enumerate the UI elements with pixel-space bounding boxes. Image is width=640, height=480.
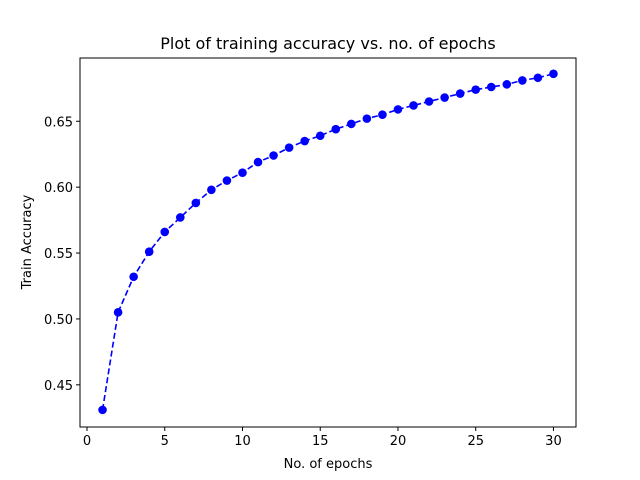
data-point	[549, 69, 558, 79]
x-axis-label: No. of epochs	[284, 457, 373, 472]
x-tick-label: 20	[390, 434, 407, 449]
data-point	[207, 185, 216, 195]
data-point	[393, 105, 403, 114]
y-axis-label: Train Accuracy	[20, 194, 35, 290]
y-tick-label: 0.45	[44, 379, 73, 394]
data-point	[518, 76, 527, 85]
data-point	[440, 93, 449, 102]
data-point	[175, 213, 185, 222]
y-tick-label: 0.50	[44, 313, 73, 328]
x-tick-label: 10	[234, 434, 251, 449]
data-point	[98, 405, 107, 415]
y-tick-label: 0.60	[44, 181, 73, 196]
data-point	[347, 119, 356, 129]
data-point	[284, 143, 294, 152]
data-point	[362, 114, 372, 123]
data-point	[533, 73, 543, 83]
data-point	[424, 97, 434, 106]
data-point	[160, 227, 170, 237]
data-point	[191, 198, 201, 208]
data-point	[300, 136, 309, 146]
data-point	[238, 168, 247, 177]
data-point	[486, 82, 496, 92]
y-tick-label: 0.65	[44, 115, 73, 130]
data-point	[471, 85, 481, 94]
data-point	[222, 176, 232, 185]
plot-frame	[79, 57, 577, 428]
data-point	[129, 272, 138, 282]
data-point	[409, 101, 418, 110]
data-point	[315, 131, 325, 141]
data-point	[253, 157, 263, 167]
axis-ticks: 0 5 10 15 20 25 30 0.45 0.50 0.55 0.60 0.65	[44, 115, 562, 449]
series-line	[101, 73, 554, 410]
data-point	[455, 89, 465, 98]
data-point	[502, 80, 512, 89]
x-tick-label: 15	[312, 434, 329, 449]
data-point	[144, 247, 154, 257]
y-tick-label: 0.55	[44, 247, 73, 262]
data-point	[331, 124, 341, 134]
plot-area	[98, 69, 558, 415]
x-tick-label: 25	[467, 434, 484, 449]
x-tick-label: 5	[161, 434, 169, 449]
chart-title: Plot of training accuracy vs. no. of epo…	[160, 34, 495, 53]
data-point	[269, 151, 278, 160]
data-point	[113, 308, 123, 317]
data-point	[378, 110, 387, 119]
x-tick-label: 0	[83, 434, 91, 449]
x-tick-label: 30	[545, 434, 562, 449]
